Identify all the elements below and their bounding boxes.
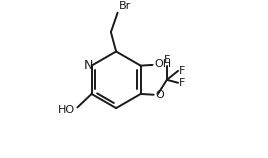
Text: F: F	[179, 66, 186, 76]
Text: F: F	[164, 55, 170, 65]
Text: F: F	[179, 78, 186, 88]
Text: O: O	[155, 90, 164, 100]
Text: HO: HO	[58, 105, 75, 115]
Text: Br: Br	[119, 1, 131, 11]
Text: OH: OH	[154, 59, 171, 69]
Text: N: N	[84, 59, 93, 72]
